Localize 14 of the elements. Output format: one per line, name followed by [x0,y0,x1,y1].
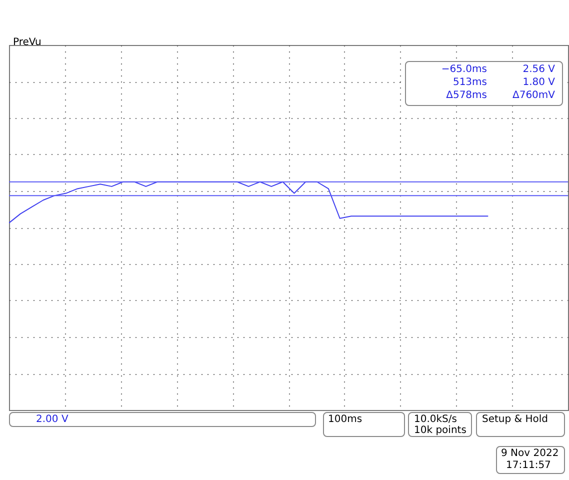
text: 513ms [452,77,487,89]
text: 2.00 V [36,414,68,426]
text: Setup & Hold [482,414,548,426]
text: 100ms [328,414,362,426]
text: 17:11:57 [506,460,551,472]
text: 2.56 V [522,64,555,76]
text: 9 Nov 2022 [501,448,559,460]
text: −65.0ms [440,64,487,76]
text: Δ578ms [445,90,487,102]
text: 1.80 V [522,77,555,89]
text: Δ760mV [511,90,555,102]
text: 10k points [414,425,466,437]
text: 10.0kS/s [414,414,457,425]
text: PreVu [13,37,42,49]
